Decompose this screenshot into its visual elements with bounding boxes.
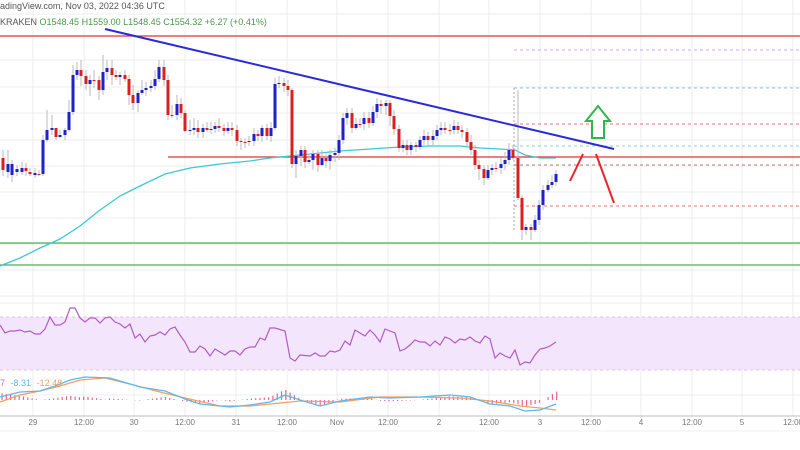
time-tick-label: 4 bbox=[638, 418, 644, 427]
sma-line bbox=[0, 145, 556, 267]
ohlc-legend: KRAKEN O1548.45 H1559.00 L1548.45 C1554.… bbox=[0, 17, 267, 27]
time-tick-label: 29 bbox=[28, 418, 38, 427]
time-tick-label: Nov bbox=[329, 418, 345, 427]
signal-line-value: -12.48 bbox=[36, 378, 63, 388]
macd-pane bbox=[0, 376, 558, 412]
open-value: O1548.45 bbox=[39, 17, 80, 27]
time-tick-label: 2 bbox=[436, 418, 442, 427]
close-value: C1554.32 bbox=[163, 17, 203, 27]
time-tick-label: 12:00 bbox=[580, 418, 602, 427]
candlesticks bbox=[1, 55, 558, 240]
time-tick-label: 3 bbox=[537, 418, 543, 427]
time-tick-label: 12:00 bbox=[276, 418, 298, 427]
horizontal-levels bbox=[0, 35, 800, 266]
time-tick-label: 12:00 bbox=[174, 418, 196, 427]
time-tick-label: 12:00 bbox=[478, 418, 500, 427]
macd-hist-value: 7 bbox=[0, 378, 6, 388]
macd-legend: 7 -8.31 -12.48 bbox=[0, 378, 62, 388]
source-line: adingView.com, Nov 03, 2022 04:36 UTC bbox=[0, 1, 165, 11]
time-tick-label: 30 bbox=[129, 418, 139, 427]
time-tick-label: 12:00 bbox=[73, 418, 95, 427]
trendline bbox=[104, 28, 615, 150]
high-value: H1559.00 bbox=[81, 17, 121, 27]
rsi-pane bbox=[0, 307, 800, 371]
annotations bbox=[569, 104, 615, 204]
exchange-label: KRAKEN bbox=[0, 17, 38, 27]
time-tick-label: 12:00 bbox=[377, 418, 399, 427]
time-tick-label: 5 bbox=[739, 418, 745, 427]
time-tick-label: 12:00 bbox=[681, 418, 703, 427]
time-tick-label: 12:00 bbox=[782, 418, 800, 427]
macd-line-value: -8.31 bbox=[10, 378, 32, 388]
change-value: +6.27 (+0.41%) bbox=[204, 17, 267, 27]
low-value: L1548.45 bbox=[123, 17, 161, 27]
time-tick-label: 31 bbox=[231, 418, 241, 427]
